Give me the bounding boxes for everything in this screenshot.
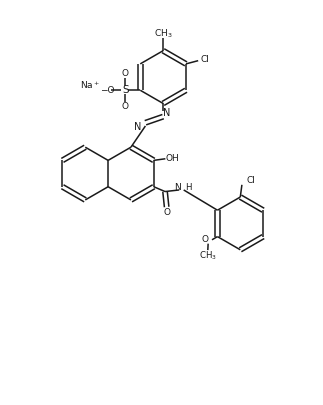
Text: O: O: [122, 102, 129, 111]
Text: Na$^+$: Na$^+$: [80, 80, 100, 91]
Text: CH$_3$: CH$_3$: [199, 249, 217, 262]
Text: N: N: [134, 122, 141, 132]
Text: Cl: Cl: [247, 177, 255, 185]
Text: N: N: [163, 108, 171, 118]
Text: S: S: [122, 85, 129, 95]
Text: Cl: Cl: [201, 55, 210, 64]
Text: H: H: [185, 183, 192, 192]
Text: OH: OH: [165, 154, 179, 163]
Text: −O: −O: [99, 86, 114, 95]
Text: O: O: [122, 69, 129, 78]
Text: O: O: [201, 235, 208, 244]
Text: O: O: [163, 208, 170, 217]
Text: N: N: [174, 183, 181, 192]
Text: CH$_3$: CH$_3$: [154, 28, 172, 40]
